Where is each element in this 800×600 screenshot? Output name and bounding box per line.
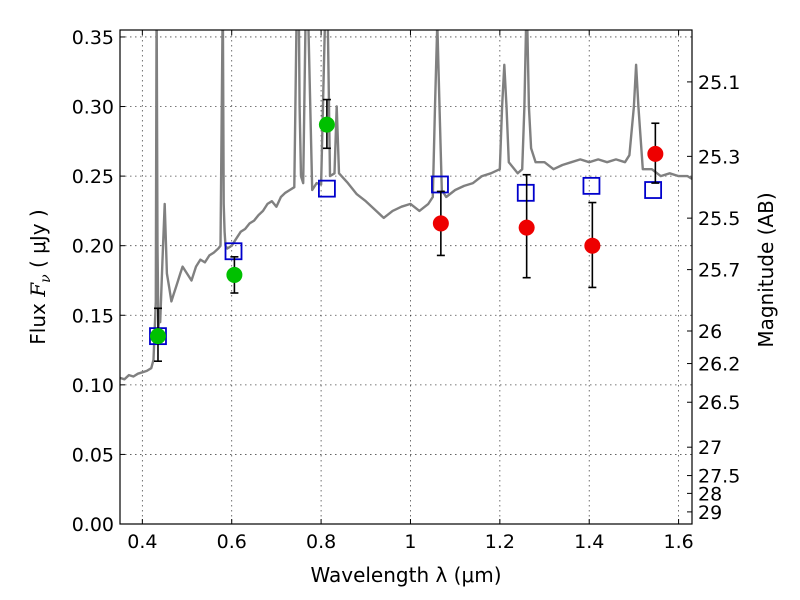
plot-frame [119,29,693,525]
x-tick-label: 0.6 [217,531,247,553]
y2-tick-label: 28 [698,483,722,505]
model-square-point [582,176,601,195]
y2-tick-label: 25.7 [698,260,740,282]
y-label-unit: ( μJy ) [26,209,50,274]
y2-tick-label: 25.3 [698,146,740,168]
y2-tick-label: 25.1 [698,72,740,94]
tick-layer: 0.4 0.6 0.8 1 1.2 1.4 1.6 0.00 0.05 0.10 0.15 0.20 0… [72,27,741,553]
y-tick-label: 0.15 [72,305,114,327]
y-label-subscript: ν [38,274,54,283]
y2-tick-label: 26.2 [698,354,740,376]
marker-layer [149,98,664,362]
y-tick-label: 0.20 [72,236,114,258]
y-axis-label: Flux Fν ( μJy ) [26,209,54,344]
model-square-point [318,179,336,198]
y2-tick-label: 27.5 [698,466,740,488]
model-square-point [224,242,243,261]
model-square-point [431,175,449,194]
data-layer [120,30,692,381]
y-tick-label: 0.35 [72,27,114,49]
red-data-point [518,219,535,236]
green-data-point [226,266,243,283]
x-tick-label: 1.4 [574,531,604,553]
red-data-point [647,145,664,162]
red-data-point [432,215,449,232]
y2-tick-label: 25.5 [698,208,740,230]
model-square-point [516,183,535,202]
y2-tick-label: 26.5 [698,392,740,414]
x-tick-label: 0.4 [127,531,157,553]
y-tick-label: 0.10 [72,375,114,397]
y-tick-label: 0.00 [72,514,114,536]
sed-template-line [120,30,692,381]
x-tick-label: 1.6 [663,531,693,553]
y-label-symbol: F [26,282,50,298]
y2-axis-label: Magnitude (AB) [754,192,778,347]
x-tick-label: 1 [404,531,416,553]
green-data-point [318,116,335,133]
y-tick-label: 0.25 [72,166,114,188]
y2-tick-label: 29 [698,502,722,524]
y-tick-label: 0.30 [72,97,114,119]
grid-layer [120,30,692,524]
x-tick-label: 0.8 [306,531,336,553]
red-data-point [584,237,601,254]
model-square-point [644,181,663,199]
x-tick-label: 1.2 [485,531,515,553]
x-axis-label: Wavelength λ (μm) [310,563,501,587]
y2-tick-label: 26 [698,321,722,343]
y-tick-label: 0.05 [72,444,114,466]
green-data-point [149,328,166,345]
y2-tick-label: 27 [698,437,722,459]
y-label-prefix: Flux [26,297,50,345]
